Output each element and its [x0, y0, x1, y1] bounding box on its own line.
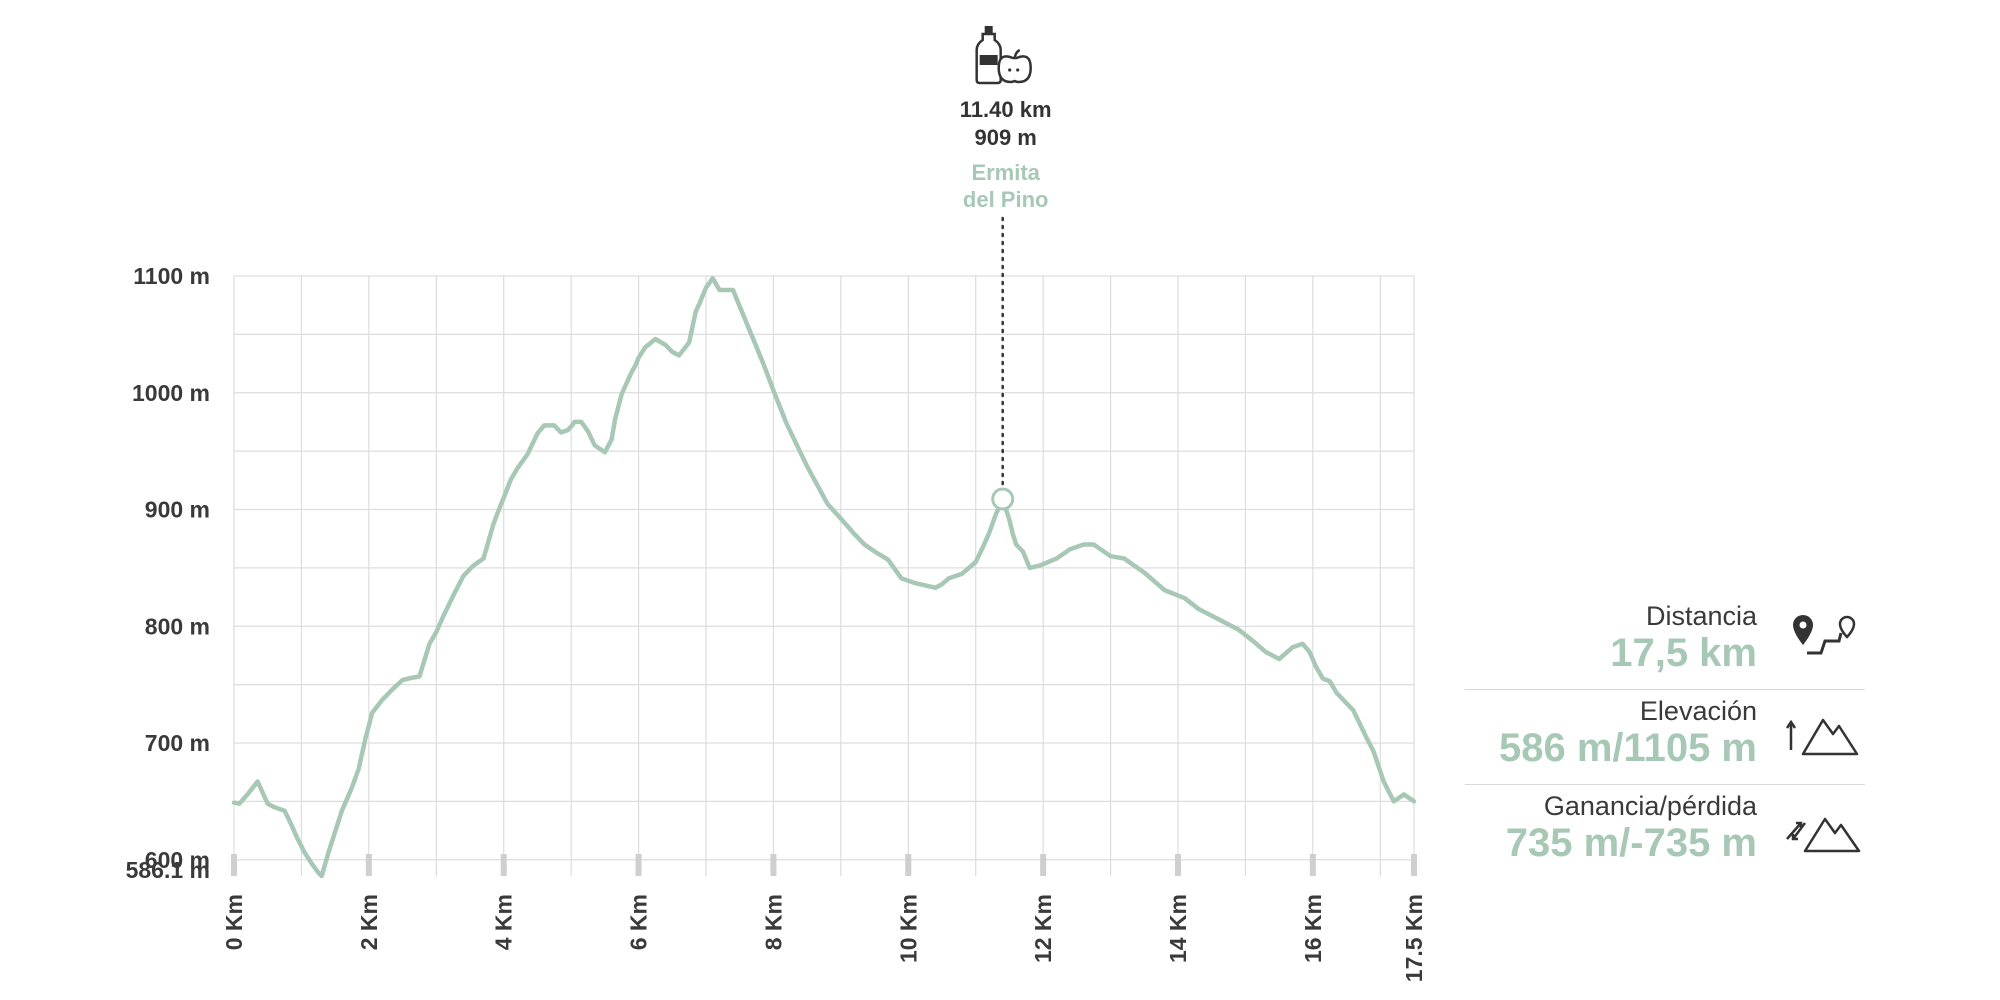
stat-elevation: Elevación 586 m/1105 m: [1465, 690, 1865, 785]
chart-grid: [233, 275, 1415, 876]
x-axis-labels: 0 Km 2 Km 4 Km 6 Km 8 Km 10 Km 12 Km 14 Km 16 Km…: [221, 894, 1427, 982]
x-tick-label: 17.5 Km: [1401, 894, 1427, 982]
x-tick-label: 4 Km: [491, 894, 517, 950]
x-tick-label: 12 Km: [1030, 894, 1056, 963]
x-tick-mark: [231, 854, 237, 876]
x-tick-mark: [500, 854, 507, 876]
stat-distance-value: 17,5 km: [1610, 631, 1757, 675]
y-tick-label: 800 m: [145, 613, 210, 639]
waypoint-elevation-label: 909 m: [974, 125, 1036, 150]
x-tick-mark: [1175, 854, 1181, 876]
stat-gain-loss: Ganancia/pérdida 735 m/-735 m: [1465, 785, 1865, 879]
x-tick-mark: [1309, 854, 1316, 876]
route-stats-panel: Distancia 17,5 km Elevación 586 m/1105 m…: [1465, 595, 1865, 879]
y-tick-label: 900 m: [145, 497, 210, 523]
stat-gain-loss-label: Ganancia/pérdida: [1543, 791, 1757, 821]
stat-distance: Distancia 17,5 km: [1465, 595, 1865, 690]
x-tick-mark: [905, 854, 912, 876]
stat-elevation-value: 586 m/1105 m: [1499, 726, 1757, 770]
x-tick-label: 14 Km: [1165, 894, 1191, 963]
y-tick-label: 1100 m: [133, 263, 210, 289]
x-tick-mark: [635, 854, 642, 876]
x-tick-label: 2 Km: [356, 894, 382, 950]
x-tick-mark: [1411, 854, 1417, 876]
stat-gain-loss-value: 735 m/-735 m: [1505, 821, 1757, 865]
water-food-icon: [975, 26, 1032, 85]
x-tick-label: 10 Km: [895, 894, 921, 963]
waypoint-name-line2: del Pino: [963, 187, 1049, 212]
x-tick-mark: [770, 854, 777, 876]
gain-loss-mountain-icon: [1786, 817, 1861, 853]
stat-elevation-label: Elevación: [1639, 696, 1757, 726]
x-tick-label: 0 Km: [221, 894, 247, 950]
y-tick-label: 600 m: [145, 847, 210, 873]
waypoint-distance-label: 11.40 km: [960, 97, 1052, 122]
elevation-mountain-icon: [1785, 718, 1859, 756]
waypoint-name-line1: Ermita: [971, 160, 1040, 185]
x-tick-label: 16 Km: [1300, 894, 1326, 963]
stat-distance-label: Distancia: [1645, 601, 1757, 631]
y-tick-label: 586.1 m: [126, 857, 210, 883]
route-distance-icon: [1793, 615, 1856, 655]
x-tick-label: 6 Km: [626, 894, 652, 950]
y-tick-label: 1000 m: [132, 380, 210, 406]
y-tick-label: 700 m: [145, 730, 210, 756]
x-tick-label: 8 Km: [760, 894, 786, 950]
elevation-line: [231, 276, 1417, 879]
x-tick-mark: [1040, 854, 1047, 876]
x-tick-mark: [365, 854, 372, 876]
waypoint-marker[interactable]: [991, 487, 1015, 511]
x-tick-marks: [231, 854, 1417, 876]
